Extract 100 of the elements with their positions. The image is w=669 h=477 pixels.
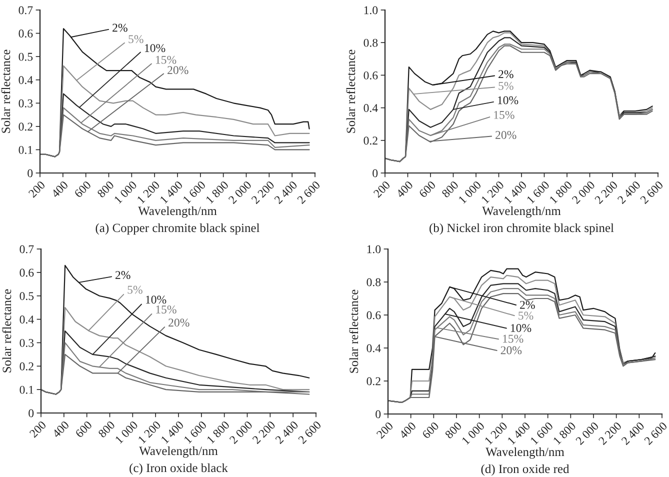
y-tick-label: 0.8 bbox=[366, 278, 381, 286]
y-tick-label: 0.3 bbox=[18, 99, 33, 108]
x-tick-label: 1 400 bbox=[160, 180, 184, 204]
x-tick-label: 1 000 bbox=[114, 420, 138, 444]
x-tick-label: 2 200 bbox=[250, 180, 275, 204]
x-tick-label: 1 800 bbox=[206, 180, 229, 204]
y-tick-label: 1.0 bbox=[367, 245, 381, 254]
x-tick-label: 1 600 bbox=[530, 422, 554, 445]
text: 2% bbox=[498, 70, 514, 78]
x-tick-label: 2 200 bbox=[252, 420, 276, 444]
x-tick-label: 800 bbox=[98, 420, 116, 438]
x-tick-label: 1 000 bbox=[462, 422, 485, 445]
y-tick-label: 0.3 bbox=[20, 338, 34, 347]
x-tick-label: 400 bbox=[50, 180, 68, 198]
x-tick-label: 2 400 bbox=[620, 422, 645, 446]
y-axis-title: Solar reflectance bbox=[349, 290, 358, 373]
text: 15% bbox=[156, 305, 176, 314]
x-tick-label: 2 600 bbox=[298, 420, 322, 444]
x-tick-label: 800 bbox=[96, 180, 114, 198]
y-tick-label: 0.7 bbox=[18, 6, 33, 14]
x-tick-label: 2 600 bbox=[640, 180, 664, 204]
text: 10% bbox=[510, 324, 532, 332]
y-tick-label: 0.6 bbox=[18, 30, 33, 38]
x-tick-label: 2 200 bbox=[598, 422, 622, 446]
text: 15% bbox=[494, 110, 514, 119]
x-axis-title: Wavelength/nm bbox=[139, 446, 218, 458]
x-tick-label: 2 400 bbox=[274, 420, 299, 444]
x-tick-label: 600 bbox=[422, 422, 440, 439]
y-tick-label: 0 bbox=[28, 409, 34, 418]
x-tick-label: 2 600 bbox=[296, 180, 321, 204]
legend-label: 2% bbox=[112, 24, 128, 32]
x-tick-label: 2 200 bbox=[594, 180, 618, 204]
x-tick-label: 800 bbox=[441, 180, 459, 198]
y-tick-label: 0.1 bbox=[18, 146, 32, 154]
y-tick-label: 0.1 bbox=[20, 386, 34, 394]
x-tick-label: 2 000 bbox=[229, 420, 253, 444]
x-tick-label: 200 bbox=[376, 422, 394, 439]
x-tick-label: 1 800 bbox=[206, 420, 230, 444]
x-tick-label: 1 800 bbox=[552, 422, 576, 445]
text: 20% bbox=[500, 346, 522, 354]
x-tick-label: 1 600 bbox=[182, 180, 206, 204]
text: 5% bbox=[498, 82, 514, 90]
x-tick-label: 2 400 bbox=[617, 180, 641, 204]
x-tick-label: 2 600 bbox=[644, 422, 668, 446]
text: (a) Copper chromite black spinel bbox=[96, 223, 260, 235]
x-tick-label: 1 600 bbox=[184, 420, 207, 444]
y-tick-label: 0 bbox=[28, 169, 33, 178]
y-tick-label: 0.5 bbox=[20, 292, 34, 300]
y-tick-label: 0.4 bbox=[366, 344, 381, 352]
y-tick-label: 0 bbox=[372, 169, 378, 178]
y-tick-label: 0.7 bbox=[20, 245, 34, 254]
y-tick-label: 0.2 bbox=[364, 136, 378, 145]
text: 20% bbox=[168, 66, 188, 74]
y-axis-title: Solar reflectance bbox=[1, 50, 10, 133]
x-tick-label: 1 000 bbox=[114, 180, 138, 204]
y-tick-label: 0.5 bbox=[18, 52, 33, 61]
text: 10% bbox=[144, 44, 166, 52]
x-tick-label: 1 200 bbox=[138, 420, 162, 444]
x-tick-label: 1 200 bbox=[484, 422, 508, 445]
y-tick-label: 0.4 bbox=[364, 104, 378, 112]
y-tick-label: 0.6 bbox=[20, 268, 34, 277]
x-tick-label: 600 bbox=[74, 420, 92, 438]
legend-label: 2% bbox=[115, 271, 130, 280]
x-tick-label: 200 bbox=[373, 180, 391, 198]
x-tick-label: 600 bbox=[74, 180, 92, 198]
x-tick-label: 1 800 bbox=[549, 180, 573, 204]
x-tick-label: 2 000 bbox=[228, 180, 252, 204]
text: 10% bbox=[146, 296, 166, 304]
x-axis-title: Wavelength/nm bbox=[138, 206, 217, 218]
x-tick-label: 200 bbox=[28, 180, 46, 198]
x-tick-label: 400 bbox=[396, 180, 414, 198]
y-tick-label: 0.6 bbox=[366, 311, 381, 320]
y-axis-title: Solar reflectance bbox=[346, 50, 356, 133]
text: 5% bbox=[128, 286, 142, 294]
y-tick-label: 0.4 bbox=[20, 316, 34, 324]
text: (d) Iron oxide red bbox=[481, 464, 570, 476]
y-tick-label: 0.8 bbox=[364, 38, 378, 47]
x-tick-label: 400 bbox=[52, 420, 70, 438]
text: 20% bbox=[168, 318, 190, 327]
y-tick-label: 0.2 bbox=[18, 122, 32, 131]
x-tick-label: 1 600 bbox=[526, 180, 550, 204]
x-tick-label: 600 bbox=[418, 180, 436, 198]
text: 15% bbox=[503, 334, 524, 343]
y-tick-label: 0.2 bbox=[20, 362, 34, 370]
x-tick-label: 2 000 bbox=[572, 180, 596, 204]
y-axis-title: Solar reflectance bbox=[2, 289, 12, 372]
text: 5% bbox=[518, 312, 534, 320]
y-tick-label: 0.6 bbox=[364, 71, 378, 80]
text: 2% bbox=[520, 300, 535, 309]
x-axis-title: Wavelength/nm bbox=[482, 206, 561, 218]
x-axis-title: Wavelength/nm bbox=[486, 447, 564, 459]
x-tick-label: 1 400 bbox=[507, 422, 531, 445]
text: 5% bbox=[128, 35, 144, 44]
x-tick-label: 400 bbox=[398, 422, 416, 440]
y-tick-label: 0 bbox=[376, 410, 381, 418]
legend-label: 10% bbox=[498, 96, 518, 104]
x-tick-label: 800 bbox=[444, 422, 462, 440]
y-tick-label: 0.4 bbox=[18, 76, 33, 84]
y-tick-label: 0.2 bbox=[366, 377, 380, 386]
y-tick-label: 1.0 bbox=[364, 6, 378, 14]
